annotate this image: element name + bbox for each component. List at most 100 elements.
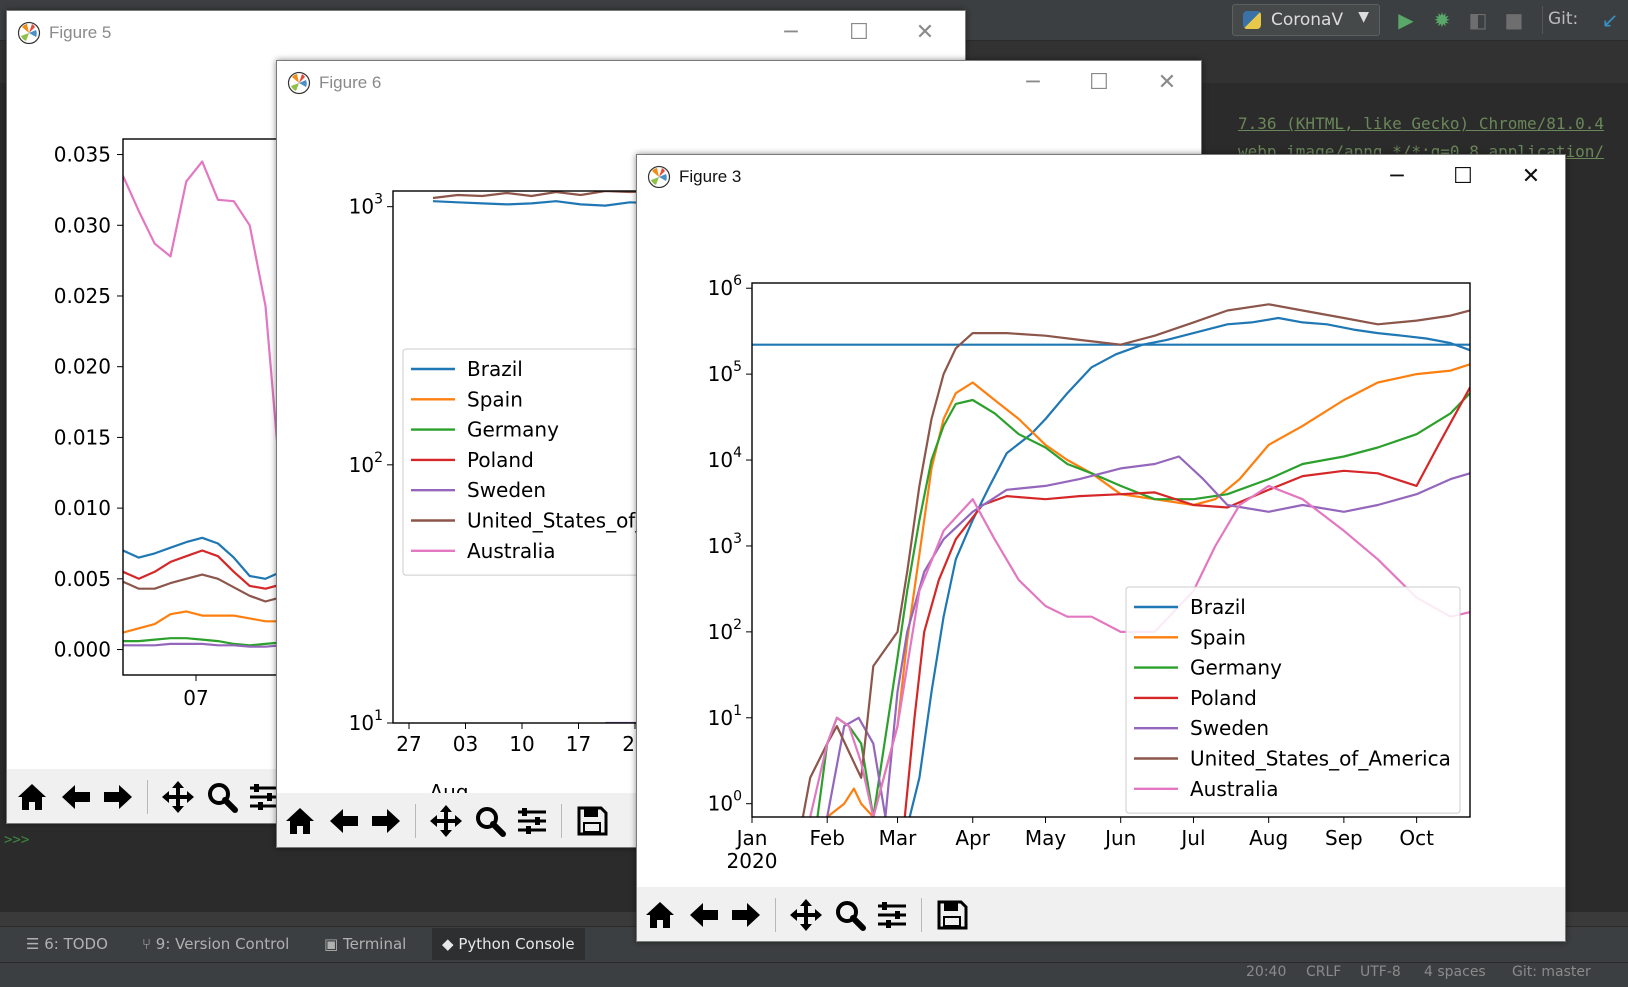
axes-frame <box>751 282 1471 818</box>
tab-terminal[interactable]: ▣ Terminal <box>314 928 416 960</box>
toolbar-separator <box>561 804 562 838</box>
title-bar[interactable]: Figure 3 ─ ☐ ✕ <box>637 155 1565 199</box>
back-button[interactable] <box>57 778 95 816</box>
minimize-button[interactable]: ─ <box>1390 164 1404 189</box>
move-icon <box>162 781 194 813</box>
maximize-button[interactable]: ☐ <box>849 20 869 45</box>
title-bar[interactable]: Figure 6 ─ ☐ ✕ <box>277 61 1201 105</box>
console-prompt[interactable]: >>> <box>4 832 30 848</box>
legend-label-germany: Germany <box>467 418 559 442</box>
save-button[interactable] <box>573 802 611 840</box>
matplotlib-logo-icon <box>17 21 41 45</box>
coverage-icon[interactable]: ◧ <box>1468 8 1488 32</box>
xtick-label: Apr <box>955 826 990 850</box>
xtick-year-label: 2020 <box>727 849 778 873</box>
floppy-disk-icon <box>577 806 608 836</box>
tab-todo[interactable]: ☰ 6: TODO <box>16 928 118 960</box>
window-title: Figure 6 <box>319 73 382 92</box>
ytick-label: 102 <box>349 450 383 477</box>
branch-icon: ⑂ <box>142 935 156 953</box>
ytick-label: 0.025 <box>54 284 111 308</box>
configure-subplots-button[interactable] <box>245 778 283 816</box>
pan-button[interactable] <box>159 778 197 816</box>
tab-python-console[interactable]: ◆ Python Console <box>432 928 585 960</box>
status-indent[interactable]: 4 spaces <box>1424 964 1486 980</box>
configure-subplots-button[interactable] <box>513 802 551 840</box>
legend-label-spain: Spain <box>1190 625 1246 649</box>
toolbar-separator <box>921 898 922 932</box>
status-line-separator[interactable]: CRLF <box>1306 964 1342 980</box>
xtick-label: 07 <box>183 686 208 710</box>
maximize-button[interactable]: ☐ <box>1089 70 1109 95</box>
zoom-button[interactable] <box>203 778 241 816</box>
magnifier-icon <box>476 807 506 837</box>
tab-todo-label: 6: TODO <box>44 935 108 953</box>
xtick-label: Jan <box>735 826 768 850</box>
home-icon <box>646 902 674 928</box>
legend-label-united-states-of-america: United_States_of_America <box>1190 747 1451 771</box>
home-button[interactable] <box>281 802 319 840</box>
minimize-button[interactable]: ─ <box>1026 70 1040 95</box>
pan-button[interactable] <box>787 896 825 934</box>
ytick-label: 101 <box>349 708 383 735</box>
status-git-branch[interactable]: Git: master <box>1512 964 1591 980</box>
xtick-label: Aug <box>1249 826 1288 850</box>
xtick-label: Oct <box>1399 826 1434 850</box>
pan-button[interactable] <box>427 802 465 840</box>
minimize-button[interactable]: ─ <box>784 20 798 45</box>
save-button[interactable] <box>933 896 971 934</box>
legend-label-sweden: Sweden <box>467 478 546 502</box>
zoom-button[interactable] <box>471 802 509 840</box>
title-bar[interactable]: Figure 5 ─ ☐ ✕ <box>7 11 965 55</box>
window-title: Figure 5 <box>49 23 112 42</box>
line-brazil <box>908 316 1470 817</box>
forward-button[interactable] <box>727 896 765 934</box>
legend-label-poland: Poland <box>467 448 534 472</box>
legend-label-brazil: Brazil <box>467 357 523 381</box>
list-icon: ☰ <box>26 935 45 953</box>
close-button[interactable]: ✕ <box>915 20 935 45</box>
run-icon[interactable]: ▶ <box>1398 8 1414 32</box>
tab-version-control[interactable]: ⑂ 9: Version Control <box>132 928 299 960</box>
configure-subplots-button[interactable] <box>873 896 911 934</box>
home-button[interactable] <box>13 778 51 816</box>
legend-label-germany: Germany <box>1190 656 1282 680</box>
toolbar-separator <box>775 898 776 932</box>
xtick-label: Feb <box>809 826 844 850</box>
home-button[interactable] <box>641 896 679 934</box>
line-poland <box>903 386 1470 817</box>
status-encoding[interactable]: UTF-8 <box>1360 964 1401 980</box>
maximize-button[interactable]: ☐ <box>1453 164 1473 189</box>
zoom-button[interactable] <box>831 896 869 934</box>
tab-version-control-label: 9: Version Control <box>155 935 290 953</box>
ytick-label: 101 <box>708 703 742 730</box>
close-button[interactable]: ✕ <box>1521 164 1541 189</box>
tab-python-console-label: Python Console <box>458 935 575 953</box>
forward-button[interactable] <box>367 802 405 840</box>
home-icon <box>286 808 314 834</box>
legend-label-australia: Australia <box>467 539 555 563</box>
git-update-icon[interactable]: ↙ <box>1601 8 1619 32</box>
ytick-label: 0.010 <box>54 496 111 520</box>
forward-button[interactable] <box>99 778 137 816</box>
matplotlib-logo-icon <box>287 71 311 95</box>
figure-3-window[interactable]: Figure 3 ─ ☐ ✕ 106 105 104 103 102 101 100 Jan F… <box>636 154 1566 942</box>
sliders-icon <box>878 902 906 928</box>
stop-icon[interactable]: ■ <box>1504 8 1524 32</box>
close-button[interactable]: ✕ <box>1157 70 1177 95</box>
toolbar-separator <box>415 804 416 838</box>
legend-label-poland: Poland <box>1190 686 1257 710</box>
ytick-label: 103 <box>349 192 383 219</box>
back-button[interactable] <box>325 802 363 840</box>
legend-label-spain: Spain <box>467 387 523 411</box>
ytick-label: 0.000 <box>54 638 111 662</box>
terminal-icon: ▣ <box>324 935 343 953</box>
debug-icon[interactable]: ✹ <box>1433 8 1451 32</box>
run-configuration-label: CoronaV <box>1271 10 1344 30</box>
status-caret-position[interactable]: 20:40 <box>1246 964 1287 980</box>
ytick-label: 104 <box>708 445 742 472</box>
run-configuration-dropdown[interactable]: CoronaV ▼ <box>1232 4 1380 36</box>
tab-terminal-label: Terminal <box>342 935 407 953</box>
legend-box <box>1125 586 1461 814</box>
back-button[interactable] <box>685 896 723 934</box>
